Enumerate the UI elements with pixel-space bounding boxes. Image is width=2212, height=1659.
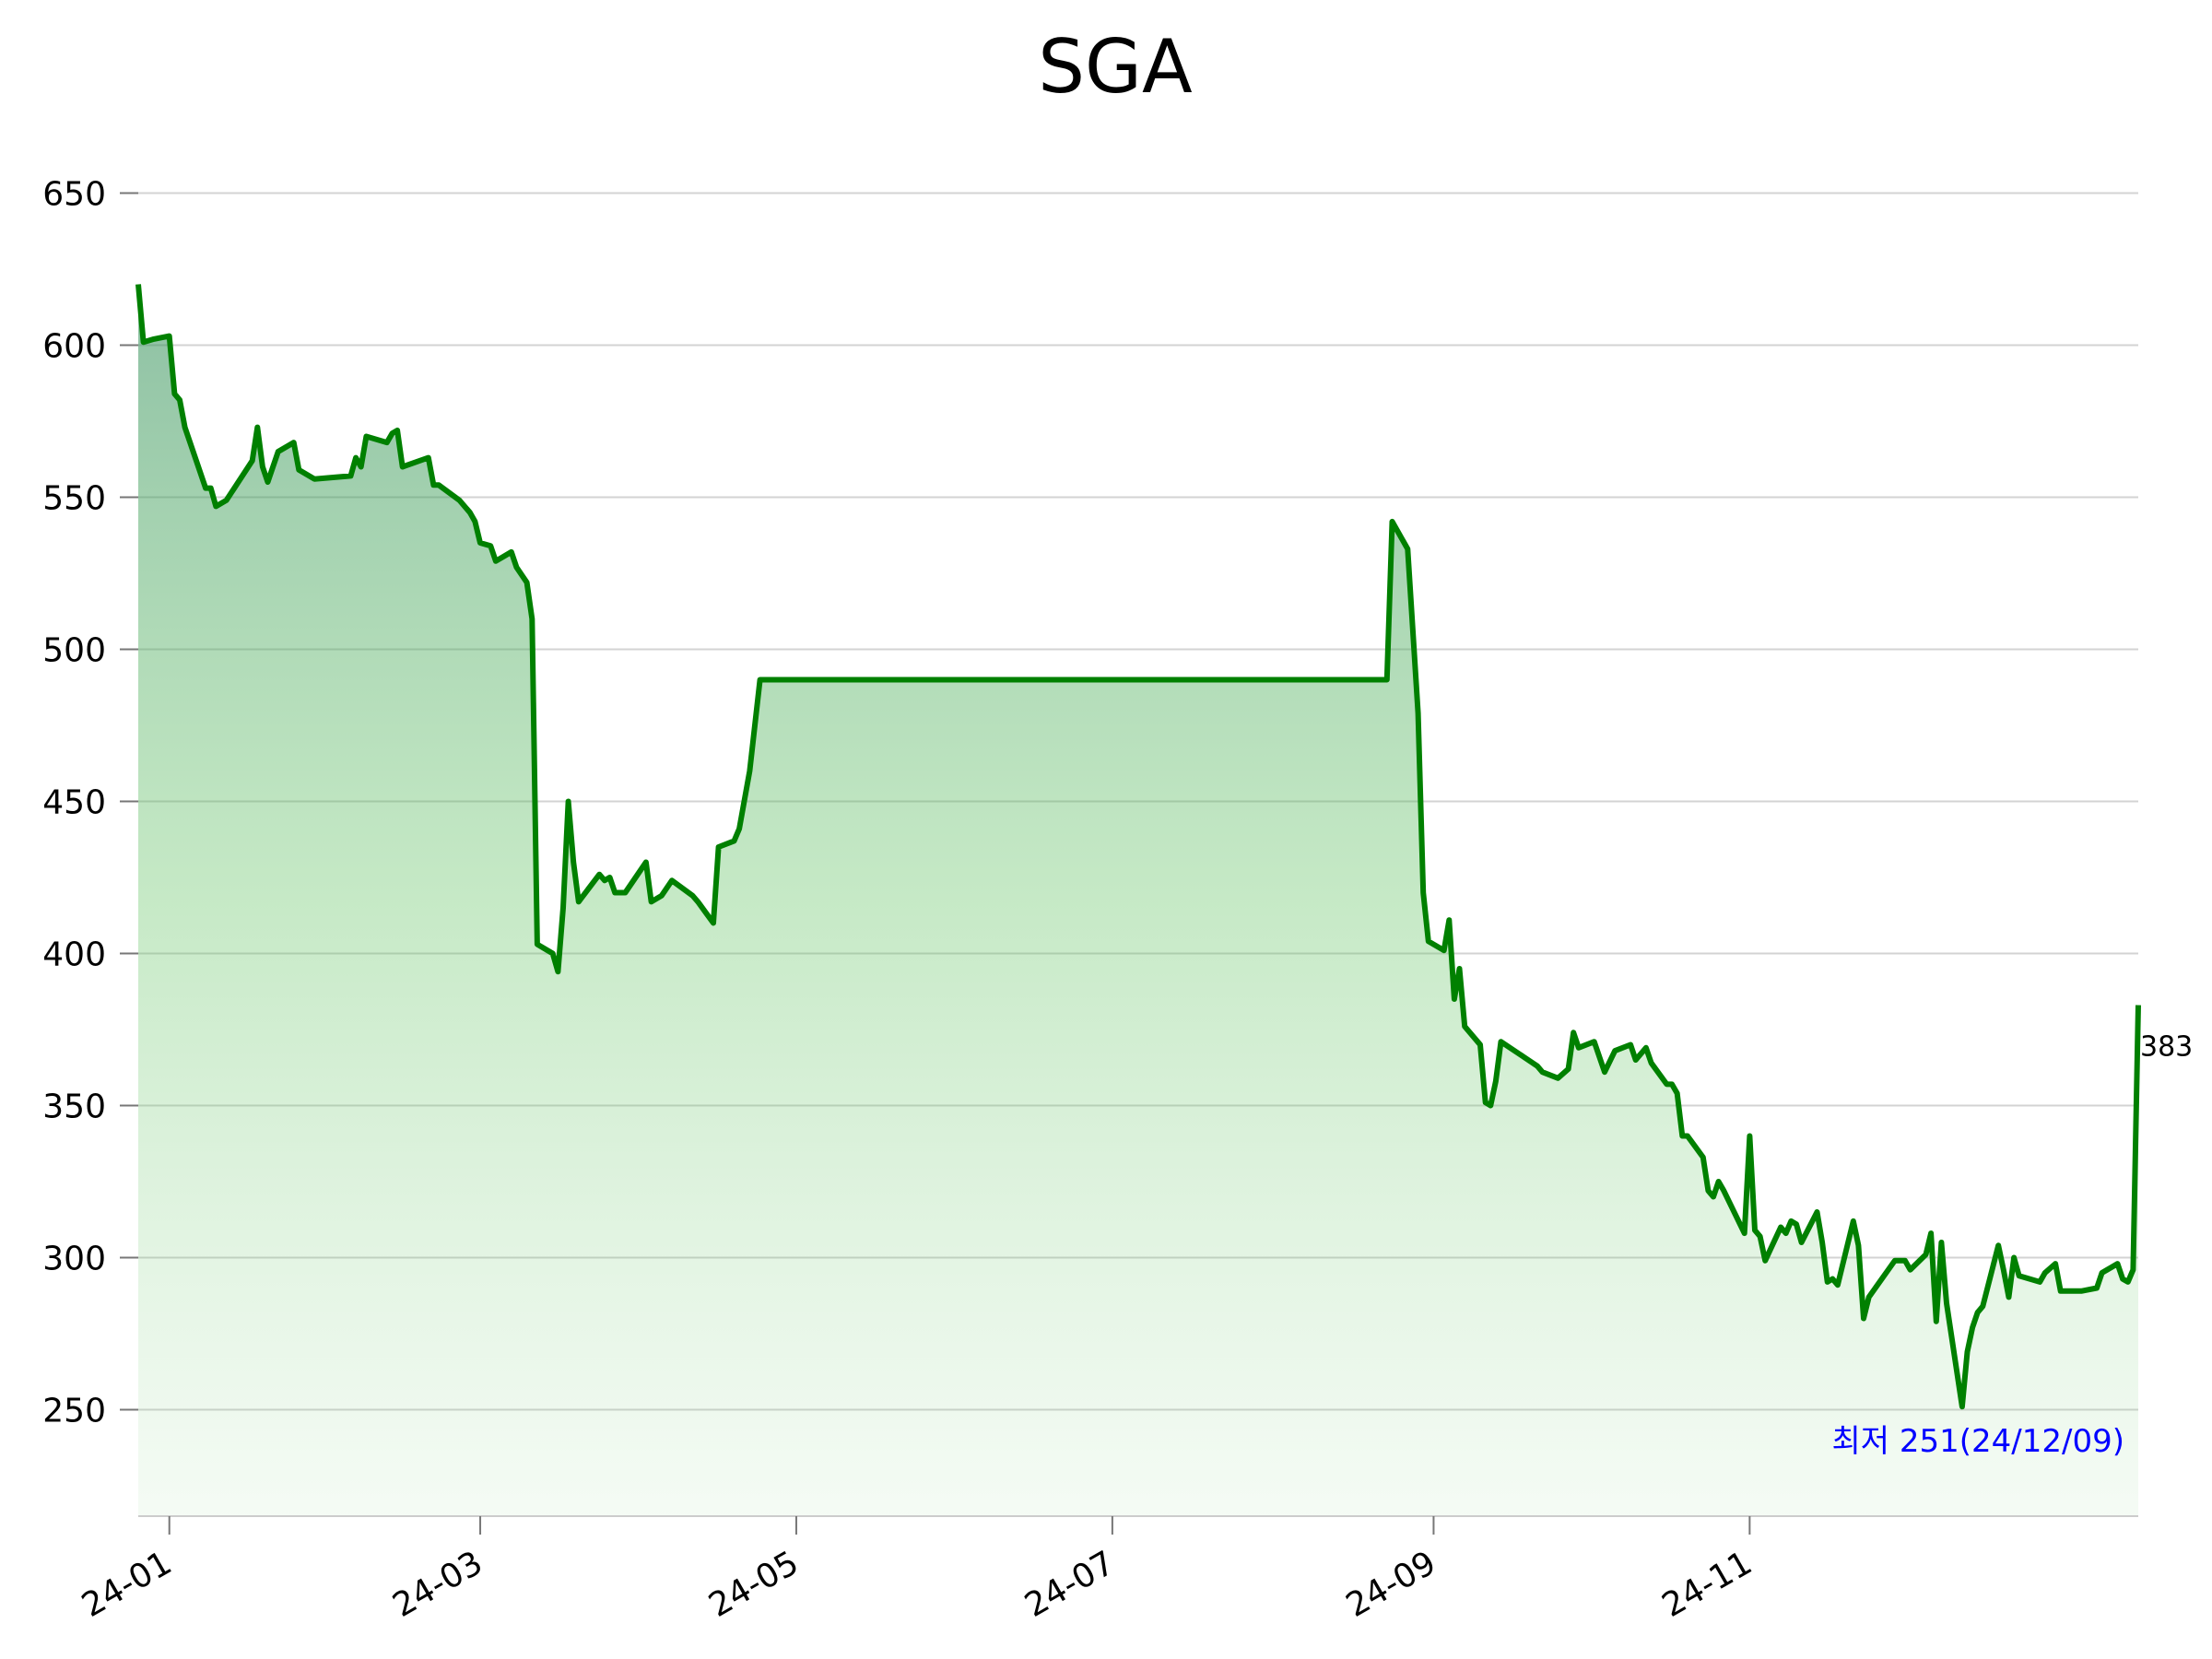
area-fill <box>138 284 2138 1516</box>
y-tick-label: 250 <box>42 1393 106 1430</box>
y-tick-label: 350 <box>42 1088 106 1126</box>
last-value-label: 383 <box>2140 1031 2193 1064</box>
x-axis: 24-01 24-03 24-05 24-07 24-09 24-11 <box>76 1516 1759 1625</box>
x-tick-label: 24-07 <box>1018 1544 1121 1625</box>
y-axis: 250 300 350 400 450 500 550 600 650 <box>42 176 138 1430</box>
y-tick-label: 450 <box>42 784 106 822</box>
y-tick-label: 400 <box>42 936 106 974</box>
y-tick-label: 550 <box>42 480 106 518</box>
y-tick-label: 600 <box>42 328 106 366</box>
y-tick-label: 300 <box>42 1241 106 1278</box>
x-tick-label: 24-09 <box>1340 1544 1442 1625</box>
price-line <box>135 284 2141 1410</box>
x-tick-label: 24-03 <box>386 1544 488 1625</box>
x-tick-label: 24-11 <box>1656 1544 1759 1625</box>
x-tick-label: 24-05 <box>702 1544 805 1625</box>
x-tick-label: 24-01 <box>76 1544 178 1625</box>
y-tick-label: 500 <box>42 632 106 670</box>
min-value-label: 최저 251(24/12/09) <box>1832 1423 2125 1460</box>
chart-title: SGA <box>1038 24 1193 110</box>
y-tick-label: 650 <box>42 176 106 214</box>
